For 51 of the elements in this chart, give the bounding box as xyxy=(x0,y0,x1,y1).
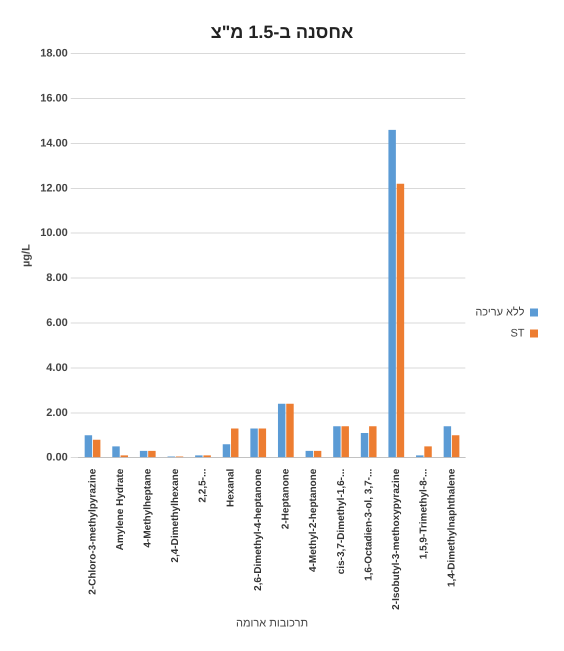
y-axis-title: µg/L xyxy=(20,244,33,268)
x-tick-label: 2-Heptanone xyxy=(280,468,292,530)
bar xyxy=(278,404,286,458)
bar xyxy=(148,450,156,458)
y-tick-label: 18.00 xyxy=(40,48,68,60)
y-tick-label: 10.00 xyxy=(40,227,68,240)
y-tick-label: 16.00 xyxy=(40,92,68,105)
x-tick-label: Amylene Hydrate xyxy=(114,468,126,550)
bar xyxy=(444,426,452,458)
bar xyxy=(388,130,396,458)
y-tick-label: 0.00 xyxy=(46,452,68,464)
chart-title: אחסנה ב-1.5 מ"צ xyxy=(210,22,354,42)
bar xyxy=(92,440,100,458)
bar xyxy=(231,428,238,458)
x-axis-title: תרכובות ארומה xyxy=(236,617,308,630)
bar xyxy=(369,426,377,458)
y-tick-label: 8.00 xyxy=(46,272,68,284)
bar xyxy=(452,435,460,458)
x-tick-label: 4-Methylheptane xyxy=(142,468,154,548)
bar xyxy=(424,446,432,458)
x-tick-label: 4-Methyl-2-heptanone xyxy=(308,468,320,572)
y-tick-label: 4.00 xyxy=(46,362,68,374)
legend-label: ללא עריכה xyxy=(475,306,525,319)
bar xyxy=(140,450,148,458)
bar xyxy=(333,426,341,458)
bar xyxy=(396,184,404,458)
bar xyxy=(341,426,349,458)
legend-label: ST xyxy=(510,328,525,340)
bar xyxy=(360,432,368,458)
bar xyxy=(286,404,294,458)
x-tick-label: 1,6-Octadien-3-ol, 3,7-... xyxy=(363,468,374,581)
x-tick-label: 2-Chloro-3-methylpyrazine xyxy=(87,468,98,595)
x-tick-label: 1,5,9-Trimethyl-8-... xyxy=(418,468,430,560)
x-tick-label: 2,4-Dimethylhexane xyxy=(170,468,182,563)
bar xyxy=(314,450,322,458)
x-tick-label: Hexanal xyxy=(225,468,236,508)
x-tick-label: 2-Isobutyl-3-methoxypyrazine xyxy=(391,468,402,610)
y-tick-label: 14.00 xyxy=(40,137,68,150)
bar xyxy=(250,428,258,458)
x-tick-label: cis-3,7-Dimethyl-1,6-... xyxy=(336,468,347,574)
x-tick-label: 1,4-Dimethylnaphthalene xyxy=(446,468,458,588)
bar xyxy=(222,444,230,458)
bar xyxy=(84,435,92,458)
bar xyxy=(112,446,120,458)
y-tick-label: 12.00 xyxy=(40,182,68,194)
bar xyxy=(306,450,314,458)
x-tick-label: 2,6-Dimethyl-4-heptanone xyxy=(252,468,264,591)
y-tick-label: 6.00 xyxy=(46,317,68,330)
bar xyxy=(258,428,266,458)
x-tick-label: 2,2,5-... xyxy=(198,468,209,503)
y-tick-label: 2.00 xyxy=(46,406,68,419)
